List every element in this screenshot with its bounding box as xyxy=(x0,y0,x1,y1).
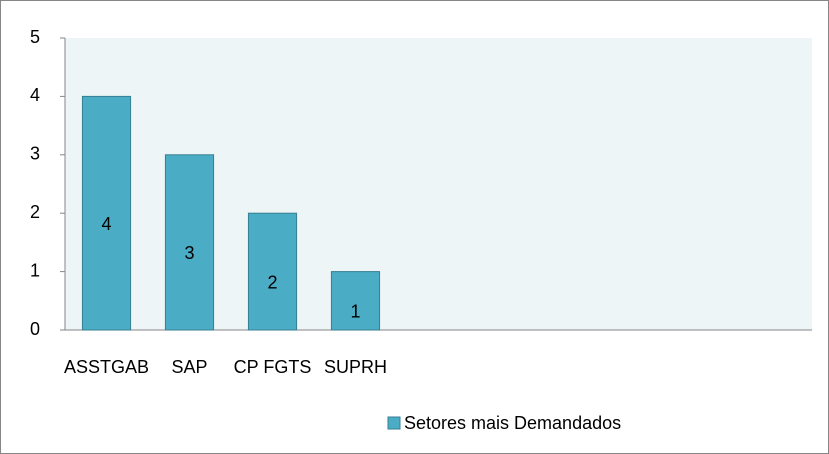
x-tick-label: ASSTGAB xyxy=(64,357,149,377)
y-tick-label: 5 xyxy=(30,27,40,47)
x-tick-label: CP FGTS xyxy=(234,357,312,377)
bar xyxy=(164,154,215,331)
data-label: 4 xyxy=(101,214,111,234)
data-label: 2 xyxy=(267,272,277,292)
y-tick-label: 0 xyxy=(30,319,40,339)
legend-label: Setores mais Demandados xyxy=(404,413,621,433)
bar xyxy=(81,95,132,331)
x-tick-label: SAP xyxy=(171,357,207,377)
legend-swatch xyxy=(387,416,401,430)
y-tick-label: 3 xyxy=(30,144,40,164)
y-tick-label: 1 xyxy=(30,260,40,280)
data-label: 1 xyxy=(350,302,360,322)
y-tick-label: 4 xyxy=(30,85,40,105)
x-tick-label: SUPRH xyxy=(324,357,387,377)
bar xyxy=(330,271,381,331)
bar xyxy=(247,212,298,331)
y-tick-label: 2 xyxy=(30,202,40,222)
data-label: 3 xyxy=(184,243,194,263)
